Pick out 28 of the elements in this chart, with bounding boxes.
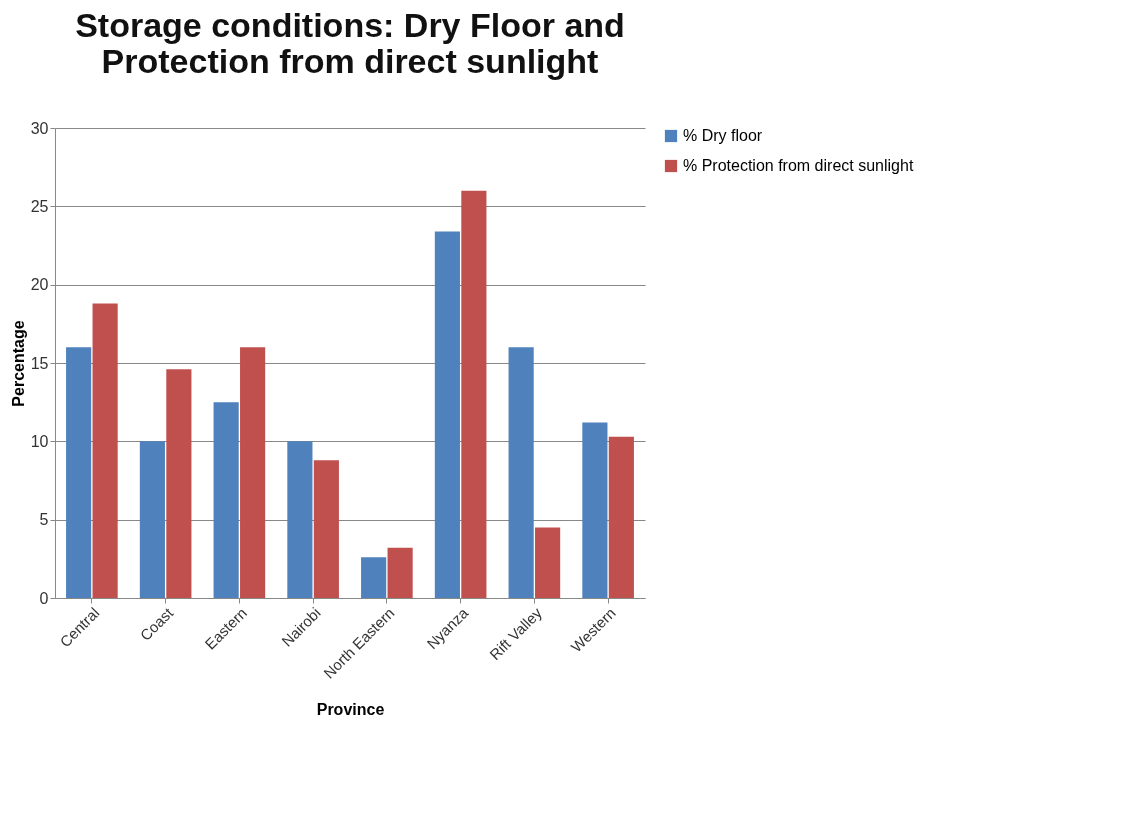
- bar: [166, 369, 192, 598]
- bar: [387, 547, 413, 598]
- bar: [461, 190, 487, 598]
- x-axis-title: Province: [316, 700, 385, 718]
- legend-label: % Protection from direct sunlight: [683, 157, 914, 174]
- bar: [434, 231, 460, 598]
- y-tick-label: 10: [30, 432, 49, 450]
- bar: [213, 402, 239, 598]
- y-tick-label: 0: [39, 589, 49, 607]
- bar: [240, 347, 266, 598]
- bar: [92, 303, 118, 598]
- bar: [535, 527, 561, 598]
- bar: [582, 422, 608, 598]
- y-tick-label: 15: [30, 354, 49, 372]
- bar: [508, 347, 534, 598]
- chart-title: Storage conditions: Dry Floor and Protection from direct sunlight: [75, 6, 625, 80]
- bar: [361, 557, 387, 598]
- bar: [313, 460, 339, 598]
- bar: [287, 441, 313, 598]
- bar: [139, 441, 165, 598]
- y-tick-label: 5: [39, 511, 49, 529]
- bar: [608, 436, 634, 598]
- y-axis-title: Percentage: [9, 320, 27, 407]
- y-tick-label: 20: [30, 276, 49, 294]
- legend-label: % Dry floor: [683, 127, 763, 144]
- y-tick-label: 25: [30, 197, 49, 215]
- y-tick-label: 30: [30, 119, 49, 137]
- bar: [66, 347, 92, 598]
